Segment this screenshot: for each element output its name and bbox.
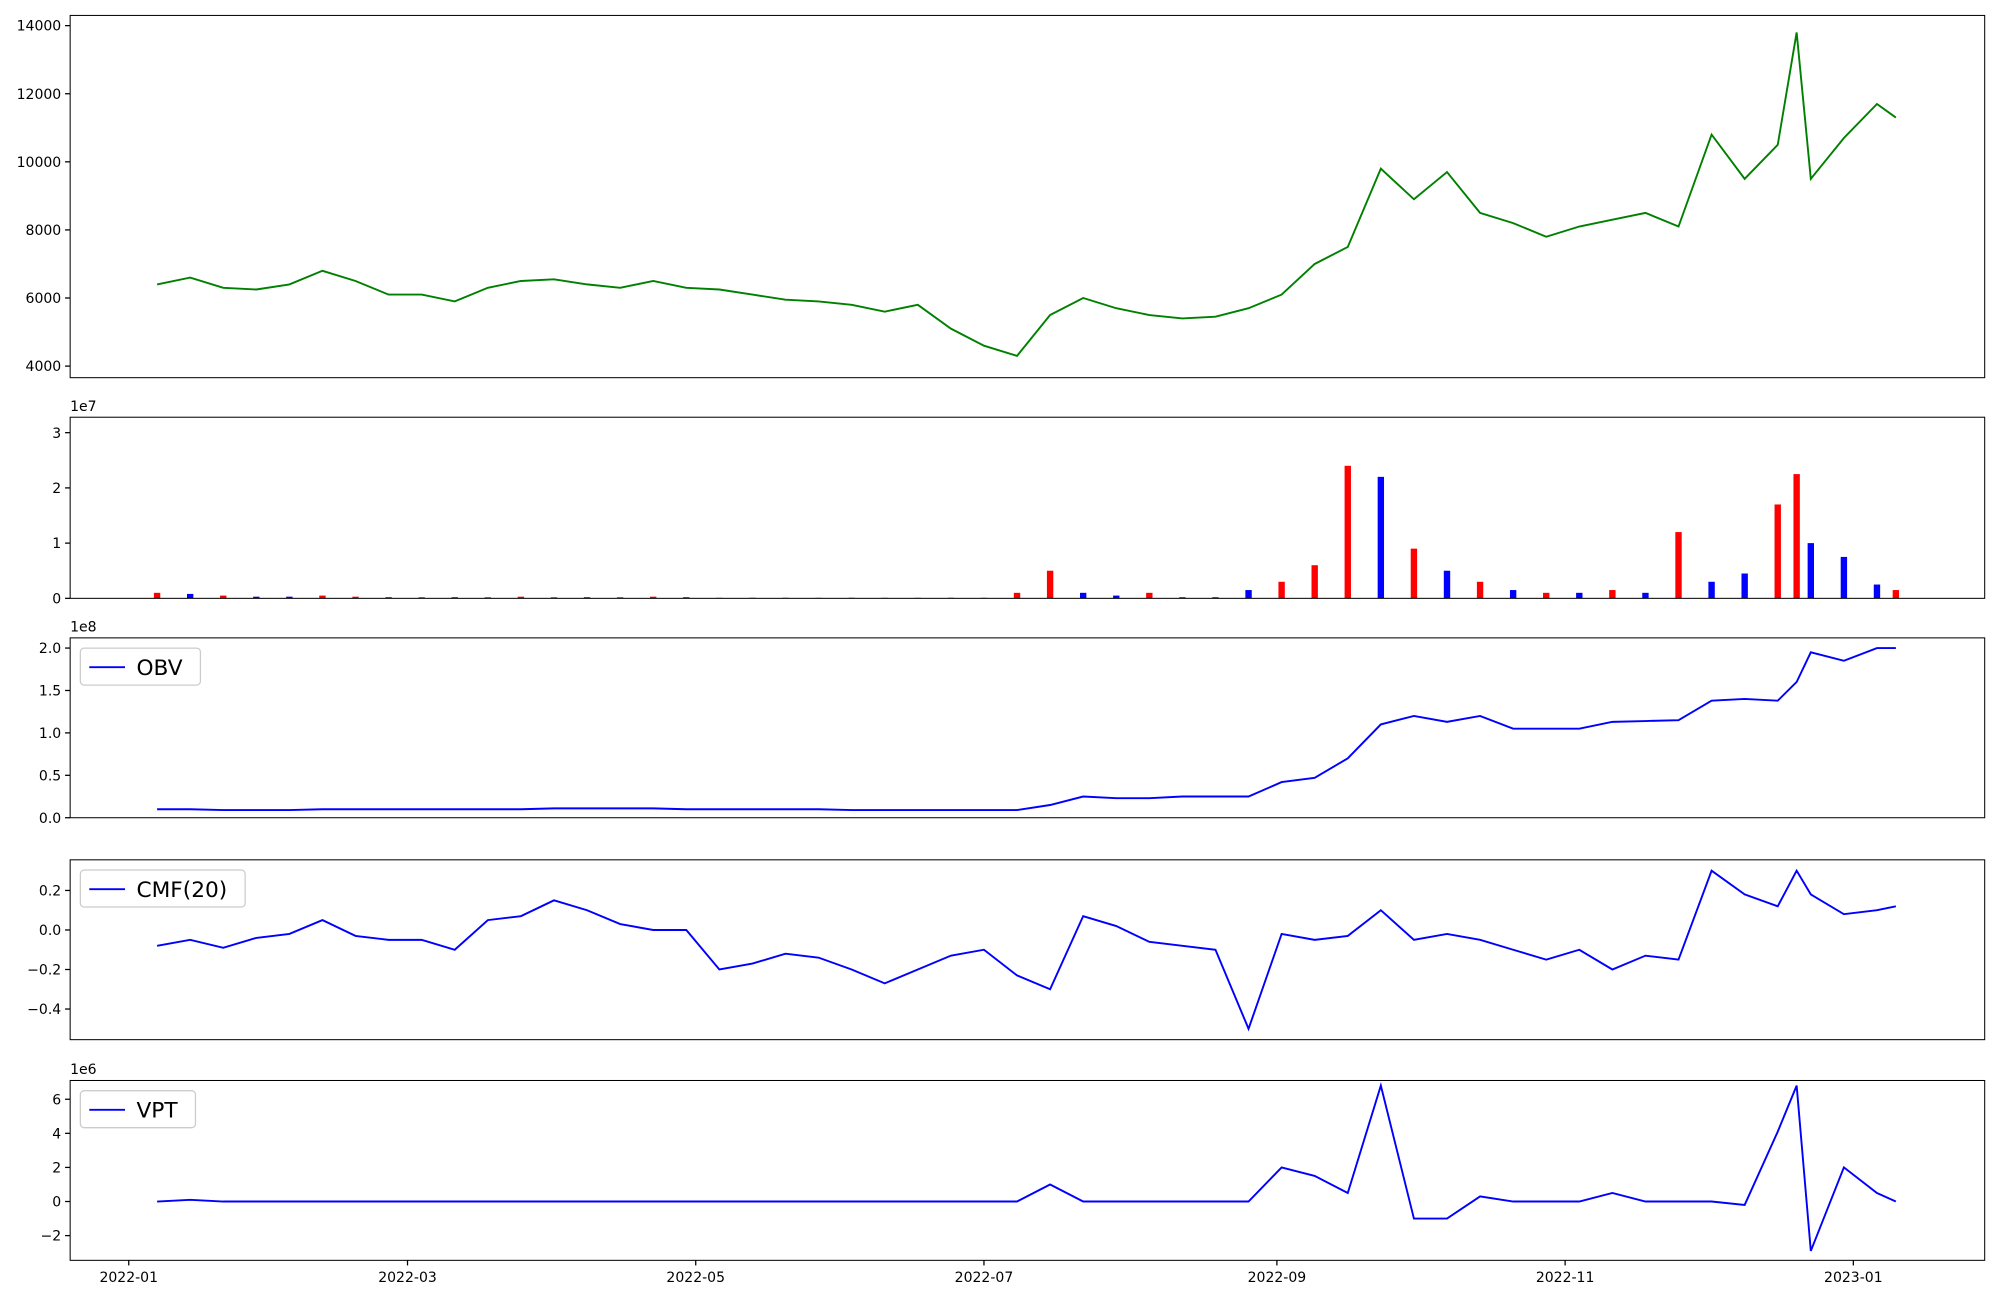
plot-frame xyxy=(69,637,1986,819)
series-line xyxy=(157,647,1896,812)
bar xyxy=(1576,592,1583,599)
legend-label: OBV xyxy=(136,656,182,681)
bar xyxy=(1708,581,1715,599)
y-tick-label: 0.0 xyxy=(39,811,61,827)
bar xyxy=(1179,597,1186,599)
y-tick-label: 2 xyxy=(52,481,61,497)
bar xyxy=(550,597,558,599)
y-tick-label: 0 xyxy=(52,591,61,607)
x-tick-label: 2022-09 xyxy=(1248,1270,1307,1286)
y-tick-label: 0.0 xyxy=(39,923,61,939)
bar xyxy=(418,597,425,599)
y-tick-label: 0.5 xyxy=(39,768,61,784)
bar xyxy=(220,595,227,599)
bar xyxy=(1278,581,1285,599)
y-tick-label: 10000 xyxy=(17,155,62,171)
y-tick-label: 14000 xyxy=(17,19,62,35)
bar xyxy=(451,597,458,599)
y-tick-label: 12000 xyxy=(17,87,62,103)
y-tick-label: 0.2 xyxy=(39,884,61,900)
y-tick-label: 1 xyxy=(52,536,61,552)
plot-frame xyxy=(69,859,1986,1041)
series-line xyxy=(156,32,1897,357)
x-tick-label: 2022-11 xyxy=(1536,1270,1595,1286)
bar xyxy=(1476,581,1484,599)
y-tick-label: 4 xyxy=(52,1126,61,1142)
bar xyxy=(1793,474,1800,599)
bar xyxy=(1774,504,1781,599)
series-line xyxy=(156,868,1897,1032)
offset-label: 1e7 xyxy=(70,399,96,415)
bar xyxy=(1675,532,1682,599)
offset-label: 1e8 xyxy=(70,620,96,636)
plot-frame xyxy=(69,416,1986,599)
offset-label: 1e6 xyxy=(70,1062,97,1078)
bar xyxy=(1311,565,1318,599)
bar xyxy=(1146,592,1153,599)
bar xyxy=(1892,590,1900,599)
bar xyxy=(1245,590,1252,599)
x-tick-label: 2023-01 xyxy=(1824,1270,1883,1286)
y-tick-label: −0.4 xyxy=(27,1002,61,1018)
bar xyxy=(286,596,293,599)
y-tick-label: 3 xyxy=(52,426,61,442)
bar xyxy=(1509,590,1517,599)
y-tick-label: 8000 xyxy=(26,223,62,239)
legend-label: VPT xyxy=(136,1098,178,1123)
y-tick-label: 2.0 xyxy=(39,641,61,657)
bar xyxy=(153,592,161,599)
bar xyxy=(253,596,260,599)
y-tick-label: 1.5 xyxy=(39,684,61,700)
bar xyxy=(352,596,359,599)
x-tick-label: 2022-07 xyxy=(955,1270,1014,1286)
bar xyxy=(1013,592,1021,599)
legend-box xyxy=(79,647,202,686)
bar xyxy=(1113,595,1120,599)
y-tick-label: −0.2 xyxy=(27,963,61,979)
plot-frame xyxy=(69,14,1986,379)
bar xyxy=(1873,584,1881,599)
bar xyxy=(650,596,657,599)
bar xyxy=(1410,548,1418,599)
bar xyxy=(186,593,194,599)
bar xyxy=(1807,543,1815,599)
bar xyxy=(1543,592,1550,599)
bar xyxy=(583,597,591,599)
bar xyxy=(1642,592,1649,599)
bar xyxy=(1609,590,1616,599)
legend-box xyxy=(79,1090,197,1129)
legend-label: CMF(20) xyxy=(136,878,227,903)
y-tick-label: −2 xyxy=(41,1229,62,1245)
bar xyxy=(1377,476,1385,599)
x-tick-label: 2022-05 xyxy=(666,1270,725,1286)
y-tick-label: 6000 xyxy=(26,291,62,307)
plot-frame xyxy=(69,1079,1986,1261)
y-tick-label: 2 xyxy=(52,1161,61,1177)
bar xyxy=(1344,465,1351,599)
bar xyxy=(1079,592,1087,599)
bar xyxy=(1741,573,1748,599)
y-tick-label: 1.0 xyxy=(39,726,61,742)
bar xyxy=(517,596,525,599)
bar xyxy=(1443,570,1451,599)
bar xyxy=(683,597,690,599)
series-line xyxy=(157,1082,1897,1252)
bar xyxy=(484,597,492,599)
legend-box xyxy=(79,869,246,908)
y-tick-label: 6 xyxy=(52,1092,61,1108)
bar xyxy=(1212,597,1219,599)
x-tick-label: 2022-03 xyxy=(378,1270,437,1286)
y-tick-label: 0 xyxy=(52,1195,61,1211)
y-tick-label: 4000 xyxy=(26,359,62,375)
bar xyxy=(616,597,624,599)
bar xyxy=(1046,570,1054,599)
x-tick-label: 2022-01 xyxy=(99,1270,158,1286)
bar xyxy=(1840,556,1848,599)
bar xyxy=(319,595,326,599)
bar xyxy=(385,597,392,599)
